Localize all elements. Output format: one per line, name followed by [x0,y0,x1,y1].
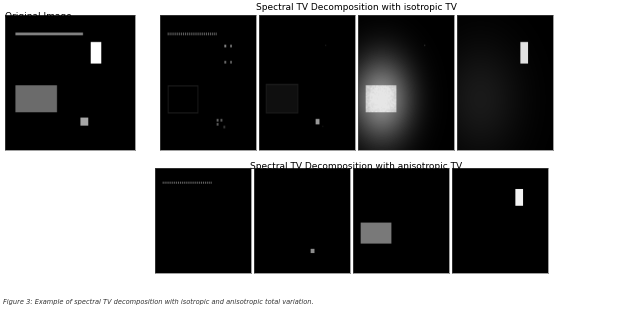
Text: Spectral TV Decomposition with isotropic TV: Spectral TV Decomposition with isotropic… [255,3,456,12]
Text: Figure 3: Example of spectral TV decomposition with isotropic and anisotropic to: Figure 3: Example of spectral TV decompo… [3,299,314,305]
Text: Spectral TV Decomposition with anisotropic TV: Spectral TV Decomposition with anisotrop… [250,162,462,171]
Text: Original Image: Original Image [5,12,72,21]
